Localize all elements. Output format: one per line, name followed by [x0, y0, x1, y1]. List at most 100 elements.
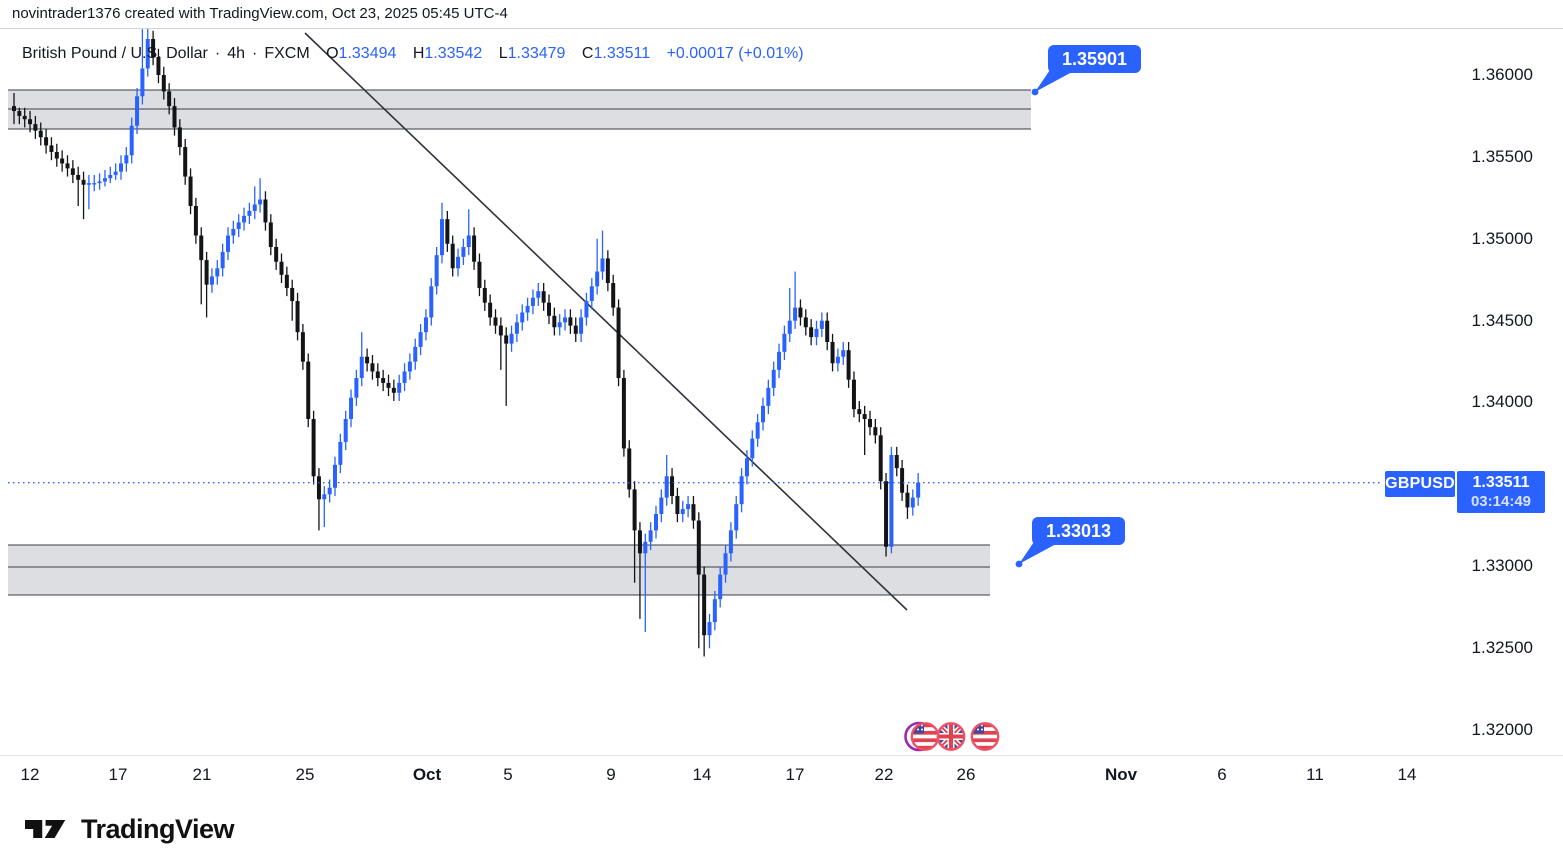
candle-body [798, 307, 803, 318]
legend-separator: · [251, 45, 258, 62]
candle-body [60, 158, 65, 164]
time-axis-label: 26 [956, 765, 976, 784]
candle-body [648, 530, 653, 542]
candle-body [793, 307, 798, 321]
candle-body [782, 333, 787, 352]
candle-body [498, 325, 503, 336]
time-axis-label: 5 [503, 765, 513, 784]
ohlc-low: L1.33479 [498, 45, 566, 62]
candle-body [279, 261, 284, 275]
price-axis-label: 1.34500 [1471, 311, 1533, 330]
candle-body [375, 371, 380, 379]
candle-body [835, 356, 840, 364]
candle-body [97, 181, 102, 184]
candle-body [220, 251, 225, 269]
price-callout-low[interactable]: 1.33013 [1032, 517, 1125, 545]
gb-flag-icon[interactable] [936, 722, 966, 751]
candle-body [322, 494, 327, 500]
candle-body [761, 405, 765, 423]
candle-body [434, 255, 439, 287]
candle-body [541, 291, 546, 303]
demand-zone[interactable] [8, 544, 990, 596]
exchange-label: FXCM [264, 45, 310, 62]
candle-body [509, 333, 514, 344]
candle-body [76, 174, 81, 180]
us-flag-icon[interactable] [970, 722, 1000, 751]
candle-body [589, 286, 594, 302]
ohlc-open: O1.33494 [326, 45, 397, 62]
footer: TradingView [25, 813, 235, 845]
candle-body [113, 171, 118, 175]
candle-body [862, 414, 867, 419]
callout-text: 1.35901 [1061, 48, 1128, 69]
last-price-badge: 1.33511 03:14:49 [1457, 471, 1545, 513]
candle-body [755, 422, 760, 439]
candle-body [536, 291, 541, 298]
candle-body [226, 235, 230, 252]
candle-body [102, 178, 107, 182]
candle-body [547, 302, 551, 316]
candle-body [295, 301, 300, 333]
candle-body [188, 176, 193, 207]
candle-body [504, 335, 509, 344]
candle-body [231, 228, 236, 236]
candle-body [49, 145, 54, 152]
time-axis-label: 9 [606, 765, 616, 784]
candle-body [247, 210, 252, 216]
candle-body [140, 68, 145, 97]
candle-body [723, 553, 728, 575]
candle-body [258, 199, 263, 205]
candle-body [659, 497, 664, 514]
candle-body [236, 222, 241, 229]
candle-body [327, 487, 332, 495]
us-flag-icon[interactable] [910, 722, 940, 751]
candle-body [466, 235, 471, 247]
callout-anchor-dot[interactable] [1015, 560, 1023, 568]
candle-body [167, 91, 172, 107]
candle-body [124, 155, 129, 164]
candle-body [884, 481, 889, 547]
symbol-price-badge: GBPUSD [1385, 471, 1455, 497]
trendline[interactable] [304, 32, 908, 611]
candle-body [819, 320, 824, 329]
candle-body [851, 379, 856, 410]
time-axis-label: 12 [20, 765, 40, 784]
candle-body [707, 622, 712, 636]
candle-body [803, 317, 808, 328]
candle-body [482, 287, 487, 303]
candle-body [22, 115, 27, 120]
candle-body [868, 418, 872, 428]
bar-countdown: 03:14:49 [1470, 493, 1532, 510]
time-scale[interactable]: 12 17 21 25 Oct 5 9 14 17 22 26 Nov 6 11 14 [0, 755, 1563, 792]
price-axis-label: 1.36000 [1471, 65, 1533, 84]
candle-body [675, 495, 680, 514]
candle-body [44, 137, 49, 146]
price-callout-high[interactable]: 1.35901 [1048, 45, 1141, 73]
candle-body [450, 243, 455, 269]
time-axis-label: 17 [785, 765, 805, 784]
candle-body [204, 260, 209, 285]
candle-body [573, 325, 578, 334]
candle-body [343, 418, 348, 442]
candle-body [600, 258, 605, 272]
candle-body [284, 274, 289, 288]
callout-anchor-dot[interactable] [1031, 88, 1039, 96]
time-axis-label: 14 [692, 765, 712, 784]
supply-zone[interactable] [8, 89, 1031, 130]
candle-body [734, 504, 739, 531]
symbol-legend: British Pound / U.S. Dollar · 4h · FXCM O1.3… [22, 45, 804, 63]
candle-body [397, 382, 402, 393]
candle-body [616, 307, 621, 379]
candle-body [488, 302, 493, 318]
time-axis-label: 21 [192, 765, 212, 784]
candle-body [873, 427, 878, 436]
legend-separator: · [214, 45, 221, 62]
candle-body [627, 448, 632, 490]
candle-body [878, 435, 883, 482]
economic-event-flags[interactable] [904, 719, 1004, 760]
candle-body [54, 151, 59, 159]
candle-body [680, 509, 685, 514]
time-axis-label: 14 [1397, 765, 1417, 784]
price-scale[interactable]: 1.36000 1.35500 1.35000 1.34500 1.34000 1.330… [1455, 28, 1563, 755]
